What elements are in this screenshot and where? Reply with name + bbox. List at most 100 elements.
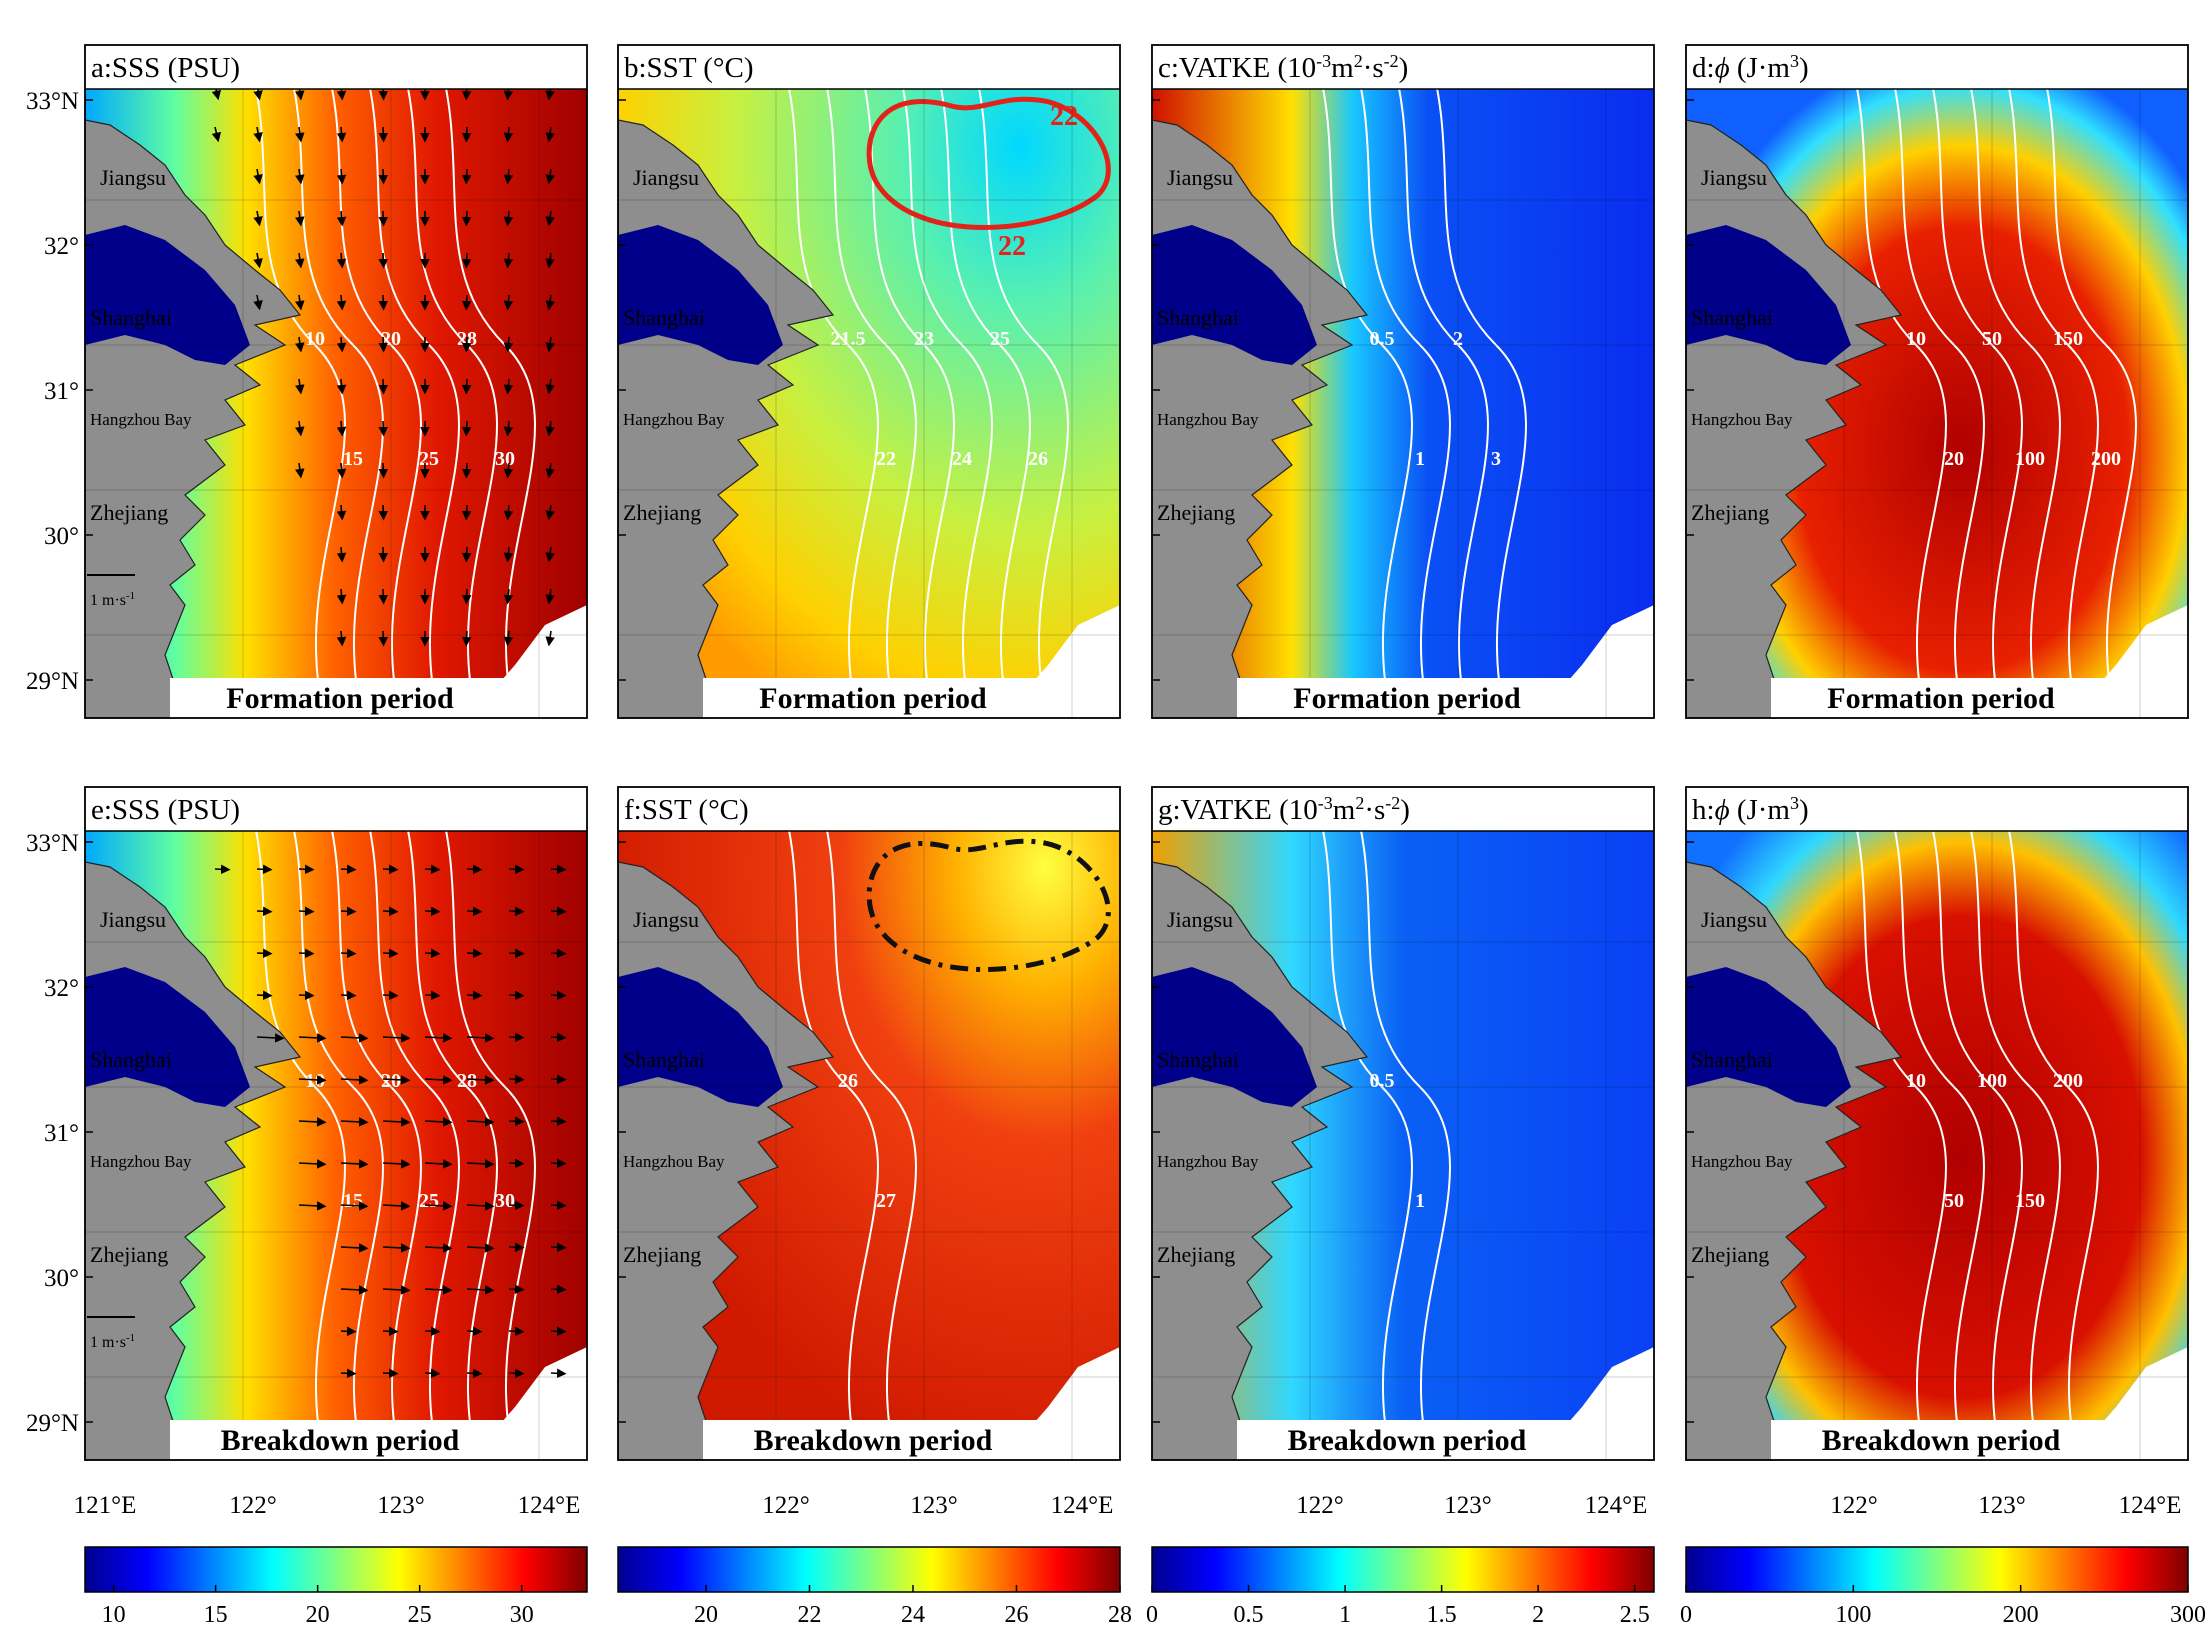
velocity-arrow [503,210,514,227]
velocity-arrow [461,210,472,227]
contour-label: 22 [876,448,896,470]
lat-tick-label: 29°N [26,668,79,695]
title-box [1152,44,1654,89]
contour-line [853,44,955,719]
contour-line [396,44,498,719]
velocity-arrow [545,336,555,353]
contour-line [1959,44,2061,719]
velocity-arrow [424,1243,453,1253]
colorbar-phi: 0 100 200 300 [1680,1546,2206,1628]
label-shanghai: Shanghai [623,1047,705,1072]
velocity-arrow [253,294,263,311]
velocity-arrow [461,462,472,479]
velocity-arrow [295,462,305,479]
lat-tick-label: 33°N [26,830,79,857]
velocity-arrow [295,210,305,227]
velocity-arrow [503,420,514,437]
lat-tick-label: 31° [44,1120,79,1147]
velocity-arrow [424,906,441,917]
velocity-arrow [295,294,305,311]
velocity-arrow [340,906,357,917]
velocity-arrow [466,1075,495,1085]
panel-frame [617,44,1121,719]
velocity-arrow [340,864,357,875]
contour-line [929,44,1031,719]
colorbar-tick-label: 24 [901,1602,925,1628]
velocity-arrow [340,1033,369,1043]
label-zhejiang: Zhejiang [1157,1242,1235,1267]
highlight-contour [866,838,1111,972]
colorbar-tick-label: 22 [797,1602,821,1628]
colorbar-tick-label: 0 [1146,1602,1158,1628]
velocity-arrow [336,546,347,563]
estuary [1686,225,1851,365]
contour-line [1349,786,1451,1461]
lat-tick-label: 32° [44,975,79,1002]
velocity-arrow [508,990,525,1001]
period-box [170,678,510,718]
velocity-arrow [508,1242,525,1253]
land [1685,45,1903,719]
label-hangzhou-bay: Hangzhou Bay [1157,410,1259,429]
lon-tick-label: 122° [1830,1492,1878,1519]
colorbar-sss: 10 15 20 25 30 [84,1546,588,1628]
lon-tick-label: 123° [377,1492,425,1519]
colorbar-tick-label: 2.5 [1620,1602,1650,1628]
land [84,45,302,719]
land [1685,787,1903,1461]
period-box [1771,678,2111,718]
contour-line [777,786,879,1461]
velocity-arrow [424,948,441,959]
label-hangzhou-bay: Hangzhou Bay [1691,1152,1793,1171]
contour-label: 10 [305,1070,325,1092]
velocity-arrow [424,864,441,875]
contour-label: 27 [876,1190,896,1212]
velocity-arrow [340,948,357,959]
velocity-arrow [298,1075,327,1085]
label-jiangsu: Jiangsu [1167,165,1233,190]
title-box [1686,44,2188,89]
lon-tick-label: 122° [229,1492,277,1519]
velocity-arrow [545,252,555,269]
velocity-arrow [340,1243,369,1253]
contour-line [1883,44,1985,719]
period-label: Formation period [759,682,987,715]
contour-label: 23 [914,328,934,350]
velocity-arrow [336,252,347,269]
velocity-arrow [298,1117,327,1127]
velocity-arrow [466,948,483,959]
estuary [618,967,783,1107]
velocity-arrow [424,1285,453,1295]
panel-h: 10 50 100 150 200 Jiangsu Shanghai Hangzhou Bay… [1685,786,2189,1461]
velocity-arrow [295,378,305,395]
velocity-arrow [256,1033,285,1043]
velocity-arrow [340,1285,369,1295]
velocity-arrow [424,1368,441,1379]
velocity-arrow [298,948,315,959]
velocity-arrow [378,294,389,311]
land [1151,787,1369,1461]
contour-label: 100 [2015,448,2045,470]
contour-label: 10 [1906,1070,1926,1092]
contour-label: 10 [305,328,325,350]
velocity-arrow [545,210,555,227]
vector-scale-label: 1 m·s-1 [90,1332,135,1351]
velocity-arrow [461,336,472,353]
velocity-arrow [461,546,472,563]
velocity-arrow [461,168,472,185]
velocity-arrow [503,294,514,311]
panel-title: g:VATKE (10-3m2·s-2) [1158,793,1410,826]
colorbar-tick-label: 0.5 [1234,1602,1264,1628]
velocity-arrow [424,1033,453,1043]
lon-tick-label: 122° [762,1492,810,1519]
velocity-arrow [382,990,399,1001]
colorbar-tick-label: 300 [2170,1602,2206,1628]
colorbar-tick-label: 200 [2003,1602,2039,1628]
velocity-arrow [336,294,347,311]
colorbar-tick-label: 2 [1532,1602,1544,1628]
contour-line [1845,786,1947,1461]
panel-frame [84,786,588,1461]
panel-e: 10 15 20 25 28 30 Jiangsu Shanghai Hangzhou Bay Z… [26,786,588,1461]
label-hangzhou-bay: Hangzhou Bay [1691,410,1793,429]
velocity-arrow [336,210,347,227]
